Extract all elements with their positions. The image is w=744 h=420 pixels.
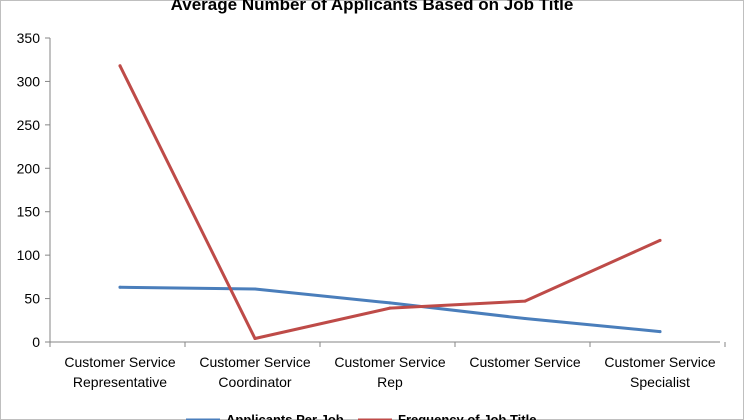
x-tick-label-line: Customer Service	[334, 354, 445, 370]
x-tick-label: Customer Service	[469, 354, 580, 370]
x-tick-label: Customer Service Rep	[334, 354, 445, 390]
x-tick-label: Customer Service Specialist	[604, 354, 715, 390]
data-point	[253, 337, 257, 341]
y-tick-label: 250	[17, 117, 41, 133]
x-tick-label: Customer Service Coordinator	[199, 354, 310, 390]
data-point	[523, 317, 527, 321]
x-tick-label-line: Specialist	[630, 374, 690, 390]
x-tick-label: Customer Service Representative	[64, 354, 175, 390]
data-point	[388, 301, 392, 305]
x-tick-label-line: Customer Service	[199, 354, 310, 370]
x-tick-label-line: Coordinator	[218, 374, 291, 390]
data-point	[658, 238, 662, 242]
y-tick-label: 0	[32, 334, 40, 350]
y-tick-label: 150	[17, 204, 41, 220]
data-point	[253, 287, 257, 291]
y-tick-label: 300	[17, 73, 41, 89]
data-point	[118, 64, 122, 68]
legend-label: Applicants Per Job	[226, 412, 344, 420]
x-tick-label-line: Customer Service	[64, 354, 175, 370]
y-axis: 0 50 100 150 200 250 300 350	[17, 30, 51, 350]
legend-label: Frequency of Job Title	[398, 412, 536, 420]
x-tick-label-line: Representative	[73, 374, 167, 390]
chart-title: Average Number of Applicants Based on Jo…	[171, 0, 574, 14]
data-point	[523, 299, 527, 303]
series-layer	[118, 64, 662, 341]
y-tick-label: 200	[17, 160, 41, 176]
x-tick-label-line: Rep	[377, 374, 403, 390]
y-tick-label: 350	[17, 30, 41, 46]
y-tick-label: 100	[17, 247, 41, 263]
data-point	[388, 306, 392, 310]
legend: Applicants Per Job Frequency of Job Title	[186, 412, 536, 420]
x-tick-label-line: Customer Service	[469, 354, 580, 370]
data-point	[658, 330, 662, 334]
data-point	[118, 285, 122, 289]
x-tick-label-line: Customer Service	[604, 354, 715, 370]
y-tick-label: 50	[24, 291, 40, 307]
